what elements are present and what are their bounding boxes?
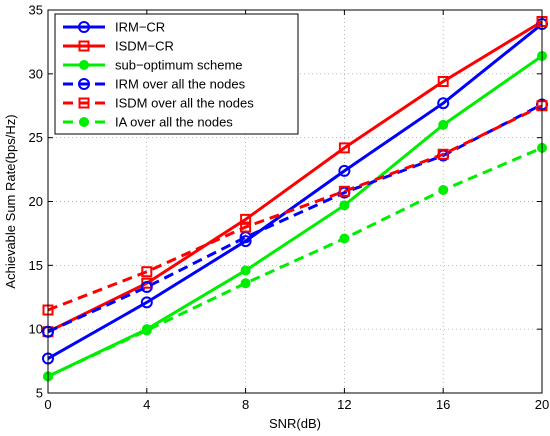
series-line-6: [47, 146, 543, 378]
legend-label: ISDM−CR: [115, 39, 174, 54]
data-point-series-6: [438, 185, 449, 196]
legend-swatch-marker: [78, 78, 90, 90]
legend-label: IRM−CR: [115, 20, 165, 35]
legend-box: [54, 13, 299, 135]
y-axis-label: Achievable Sum Rate(bps/Hz): [3, 114, 18, 288]
legend: IRM−CR ISDM−CR sub−optimum scheme IRM over …: [54, 13, 299, 135]
y-tick-label: 20: [29, 194, 43, 209]
series-line-3: [47, 54, 543, 378]
legend-swatch-marker: [79, 60, 89, 70]
data-point-series-3: [438, 119, 449, 130]
series-line-4: [47, 103, 543, 334]
x-tick-label: 16: [436, 397, 450, 412]
legend-swatch-marker: [78, 21, 90, 33]
data-point-series-2: [240, 213, 252, 225]
x-tick-label: 8: [242, 397, 249, 412]
axis-ticks: 0 4 8 12 16 20 5 10 15 20 25 30 35: [29, 3, 550, 413]
series-line-1: [47, 22, 543, 360]
data-point-series-2: [338, 142, 350, 154]
legend-label: IA over all the nodes: [115, 115, 233, 130]
data-point-series-5: [240, 221, 252, 233]
data-point-series-1: [140, 296, 153, 309]
x-axis-label: SNR(dB): [269, 416, 321, 431]
data-point-series-5: [338, 185, 350, 197]
y-tick-label: 10: [29, 322, 43, 337]
data-point-series-4: [140, 281, 153, 294]
data-point-series-5: [141, 266, 153, 278]
data-point-series-5: [437, 148, 449, 160]
x-tick-label: 4: [143, 397, 150, 412]
series-lines: [47, 20, 543, 378]
legend-label: IRM over all the nodes: [115, 77, 246, 92]
y-tick-label: 30: [29, 66, 43, 81]
legend-swatch-marker: [79, 117, 89, 127]
data-point-series-1: [239, 235, 252, 248]
data-point-series-3: [240, 265, 251, 276]
data-point-series-6: [240, 278, 251, 289]
series-line-2: [47, 20, 543, 334]
y-tick-label: 15: [29, 258, 43, 273]
y-tick-label: 35: [29, 3, 43, 18]
x-tick-label: 20: [535, 397, 549, 412]
x-tick-label: 12: [337, 397, 351, 412]
y-tick-label: 25: [29, 130, 43, 145]
y-tick-label: 5: [36, 386, 43, 401]
data-point-series-2: [437, 75, 449, 87]
legend-label: ISDM over all the nodes: [115, 96, 254, 111]
data-point-series-6: [339, 233, 350, 244]
data-point-series-1: [437, 97, 450, 110]
data-point-series-6: [141, 325, 152, 336]
data-point-series-1: [338, 164, 351, 177]
data-point-series-3: [339, 200, 350, 211]
series-line-5: [47, 104, 543, 312]
legend-label: sub−optimum scheme: [115, 58, 243, 73]
legend-swatch-marker: [78, 40, 90, 52]
legend-swatch-marker: [78, 97, 90, 109]
x-tick-label: 0: [44, 397, 51, 412]
